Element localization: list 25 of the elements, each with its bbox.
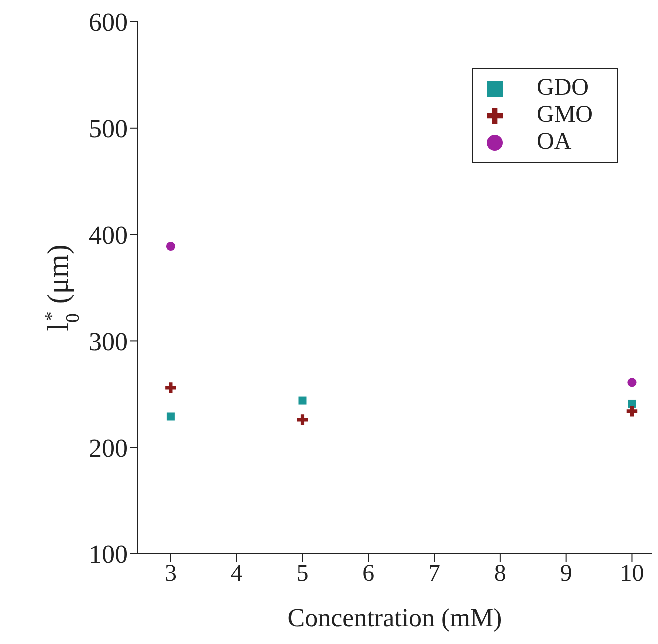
y-tick-label: 100: [89, 540, 128, 570]
x-tick-label: 7: [428, 561, 441, 588]
y-tick-label: 500: [89, 114, 128, 144]
x-tick-label: 4: [230, 561, 243, 588]
y-tick-label: 200: [89, 434, 128, 463]
x-tick-label: 6: [362, 561, 375, 588]
x-tick-label: 8: [494, 561, 506, 588]
point: [297, 414, 308, 426]
y-tick-label: 600: [89, 8, 128, 38]
x-tick-label: 10: [620, 561, 644, 588]
point: [166, 242, 176, 252]
x-axis-title: Concentration (mM): [288, 603, 502, 632]
x-tick-label: 5: [296, 561, 309, 588]
legend-label: GDO: [536, 75, 589, 101]
point: [166, 382, 176, 394]
y-tick-label: 400: [89, 221, 128, 250]
y-tick-label: 300: [89, 327, 128, 356]
point: [626, 406, 638, 417]
x-tick-label: 9: [560, 561, 572, 588]
x-tick-label: 3: [164, 561, 177, 588]
point: [628, 378, 637, 388]
legend-label: GMO: [536, 102, 593, 128]
legend-label: OA: [536, 129, 572, 155]
point: [166, 412, 175, 421]
point: [298, 396, 307, 405]
